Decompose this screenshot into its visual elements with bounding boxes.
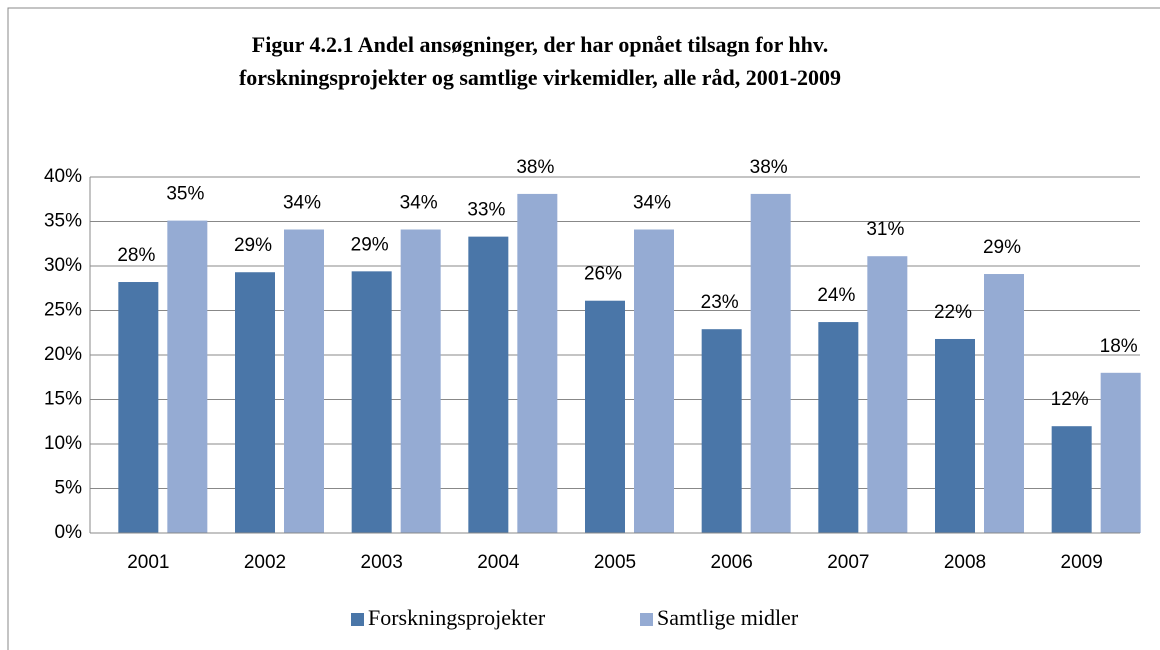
bar [351,271,392,533]
value-label: 34% [400,193,438,214]
value-label: 31% [866,219,904,240]
y-tick-label: 40% [44,166,82,187]
y-tick-label: 10% [44,433,82,454]
x-tick-label: 2006 [711,552,753,573]
x-tick-label: 2008 [944,552,986,573]
x-tick-label: 2009 [1061,552,1103,573]
value-label: 38% [750,157,788,178]
bar [235,272,275,533]
x-tick-label: 2003 [361,552,403,573]
bar [867,256,908,533]
value-label: 33% [467,200,505,221]
y-tick-label: 5% [55,478,83,499]
bar [818,322,859,533]
bar [284,229,324,533]
bar [1051,426,1092,533]
bar [984,274,1024,533]
chart-title-line: forskningsprojekter og samtlige virkemid… [239,65,841,90]
value-label: 38% [516,157,554,178]
y-tick-label: 35% [44,211,82,232]
value-label: 22% [934,302,972,323]
y-tick-label: 20% [44,344,82,365]
bar [517,193,558,533]
y-tick-label: 15% [44,389,82,410]
y-tick-label: 30% [44,255,82,276]
legend-swatch [640,613,653,626]
x-tick-label: 2001 [127,552,169,573]
bar [400,229,441,533]
value-label: 35% [166,184,204,205]
x-tick-label: 2004 [477,552,520,573]
bar [585,300,625,533]
legend-label: Forskningsprojekter [368,605,546,630]
bar [701,329,742,533]
y-tick-label: 25% [44,300,82,321]
bar [750,193,791,533]
bar [167,220,208,534]
value-label: 24% [817,285,855,306]
chart-title-line: Figur 4.2.1 Andel ansøgninger, der har o… [252,32,828,57]
value-label: 34% [283,193,321,214]
value-label: 12% [1051,389,1089,410]
bar [935,338,975,533]
x-tick-label: 2007 [827,552,869,573]
value-label: 29% [234,235,272,256]
legend-swatch [351,613,364,626]
value-label: 28% [117,245,155,266]
chart-border [7,7,1160,650]
value-label: 18% [1100,336,1138,357]
bar [468,236,509,533]
bar [118,282,159,533]
value-label: 29% [983,237,1021,258]
value-label: 23% [701,292,739,313]
legend-label: Samtlige midler [657,605,799,630]
value-label: 29% [351,234,389,255]
value-label: 34% [633,193,671,214]
y-tick-label: 0% [55,522,83,543]
value-label: 26% [584,264,622,285]
bar [1100,372,1141,533]
bar [634,229,674,533]
x-tick-label: 2002 [244,552,286,573]
x-tick-label: 2005 [594,552,636,573]
